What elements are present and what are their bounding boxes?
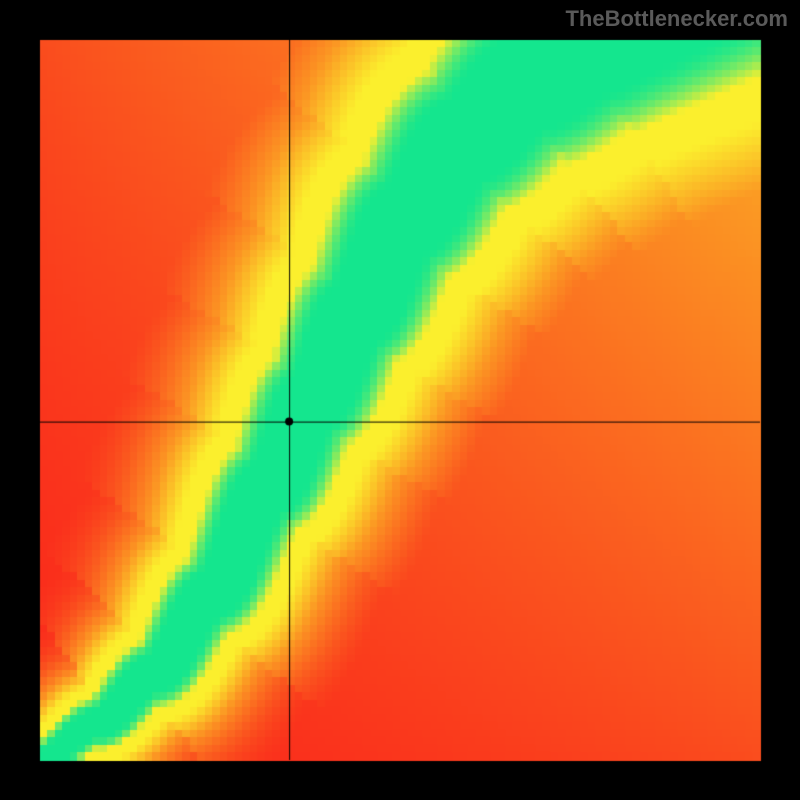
chart-container: TheBottlenecker.com xyxy=(0,0,800,800)
heatmap-canvas xyxy=(0,0,800,800)
watermark-text: TheBottlenecker.com xyxy=(565,6,788,32)
